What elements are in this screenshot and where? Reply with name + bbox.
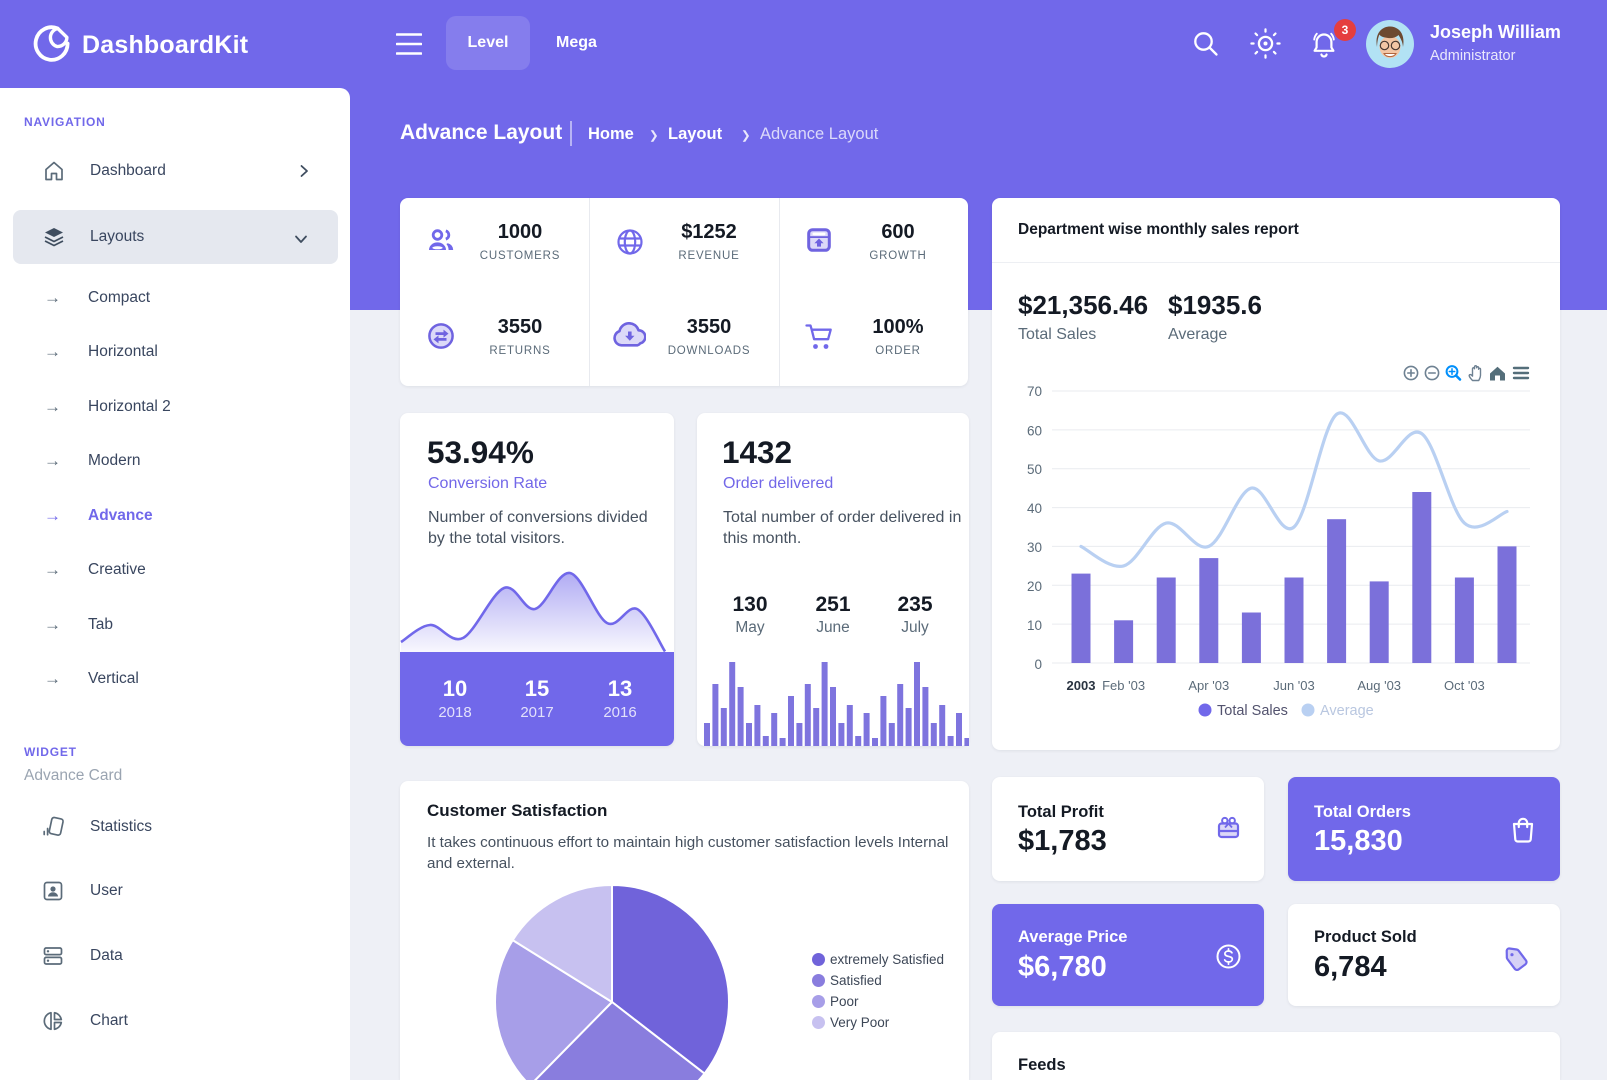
svg-text:70: 70 — [1027, 384, 1042, 399]
svg-text:Total Sales: Total Sales — [1217, 703, 1288, 719]
svg-text:40: 40 — [1027, 501, 1042, 516]
svg-text:10: 10 — [1027, 618, 1042, 633]
svg-text:30: 30 — [1027, 540, 1042, 555]
svg-text:2003: 2003 — [1067, 678, 1096, 693]
svg-text:Jun '03: Jun '03 — [1273, 678, 1315, 693]
svg-text:Oct '03: Oct '03 — [1444, 678, 1485, 693]
svg-text:Feb '03: Feb '03 — [1102, 678, 1145, 693]
svg-text:20: 20 — [1027, 579, 1042, 594]
svg-text:Apr '03: Apr '03 — [1188, 678, 1229, 693]
svg-text:60: 60 — [1027, 424, 1042, 439]
svg-text:50: 50 — [1027, 462, 1042, 477]
svg-text:0: 0 — [1034, 657, 1042, 672]
svg-text:Aug '03: Aug '03 — [1357, 678, 1401, 693]
svg-text:Average: Average — [1320, 703, 1374, 719]
